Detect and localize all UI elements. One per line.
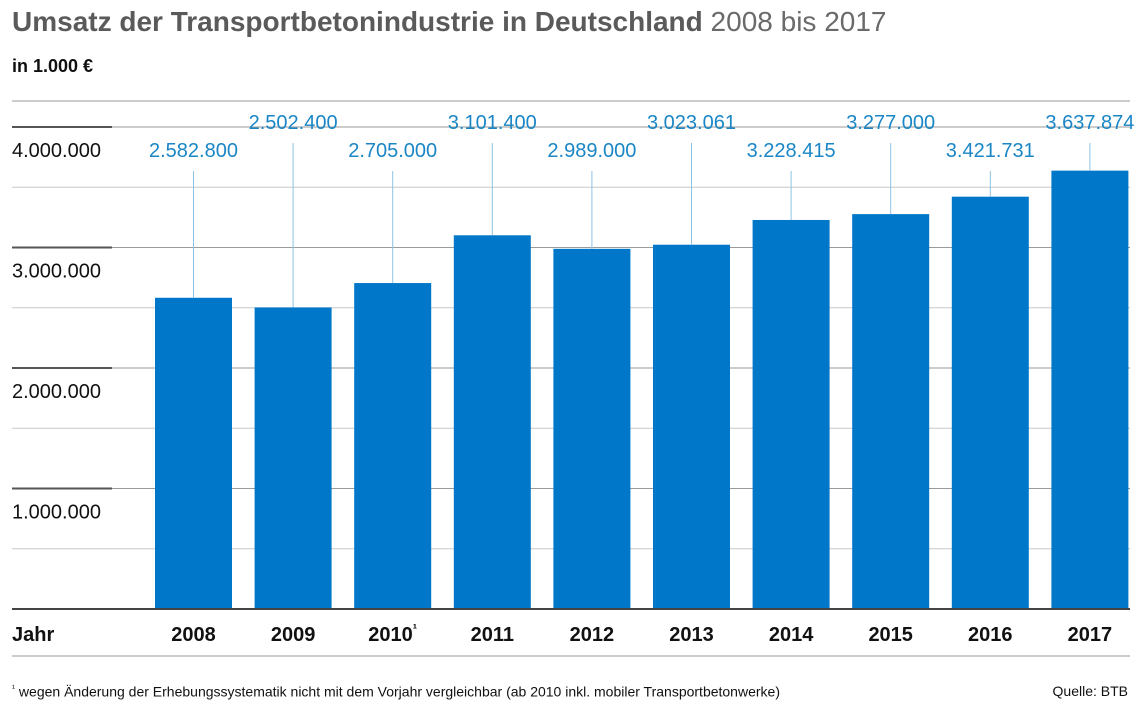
bar-value-label: 2.705.000 [348,140,437,162]
footnote-text: wegen Änderung der Erhebungssystematik n… [15,683,780,700]
bar-value-label: 2.582.800 [149,140,238,162]
bar [852,214,930,609]
bar [453,235,531,609]
x-tick-label: 2013 [669,624,714,646]
x-tick-label: 2008 [171,624,216,646]
bar-value-label: 3.421.731 [946,140,1035,162]
chart-title-main: Umsatz der Transportbetonindustrie in De… [12,6,703,37]
bar-value-label: 2.989.000 [547,140,636,162]
x-tick-label: 2010¹ [368,621,417,646]
bar [752,219,830,609]
bar-value-label: 3.277.000 [846,112,935,134]
bar-value-label: 3.023.061 [647,112,736,134]
x-tick-label: 2017 [1068,624,1113,646]
y-unit-label: in 1.000 € [12,56,94,76]
x-tick-label: 2011 [471,624,514,646]
x-tick-label: 2016 [968,624,1013,646]
bar [354,283,432,609]
footnote: ¹ wegen Änderung der Erhebungssystematik… [12,683,780,700]
y-tick-label: 3.000.000 [12,261,101,283]
x-tick-label: 2012 [570,624,615,646]
bar [951,196,1029,610]
chart-title: Umsatz der Transportbetonindustrie in De… [12,6,886,38]
x-axis-label: Jahr [12,624,54,646]
bar-value-label: 3.637.874 [1045,112,1134,134]
bar [653,244,730,610]
x-tick-footnote-marker: ¹ [413,621,417,636]
x-tick-label: 2009 [271,624,316,646]
footnote-marker: ¹ [12,683,16,693]
y-tick-label: 4.000.000 [12,140,101,162]
source-label: Quelle: BTB [1052,683,1128,699]
chart-title-period: 2008 bis 2017 [710,6,887,37]
y-tick-label: 1.000.000 [12,502,101,524]
x-tick-label: 2015 [868,624,913,646]
bar-value-label: 3.228.415 [747,140,836,162]
bar [553,248,631,609]
bar-value-label: 2.502.400 [249,112,338,134]
bar [155,297,232,609]
bar [1051,170,1129,610]
bar-value-label: 3.101.400 [448,112,537,134]
y-tick-label: 2.000.000 [12,381,101,403]
x-tick-label: 2014 [769,624,814,646]
bar [254,307,332,609]
